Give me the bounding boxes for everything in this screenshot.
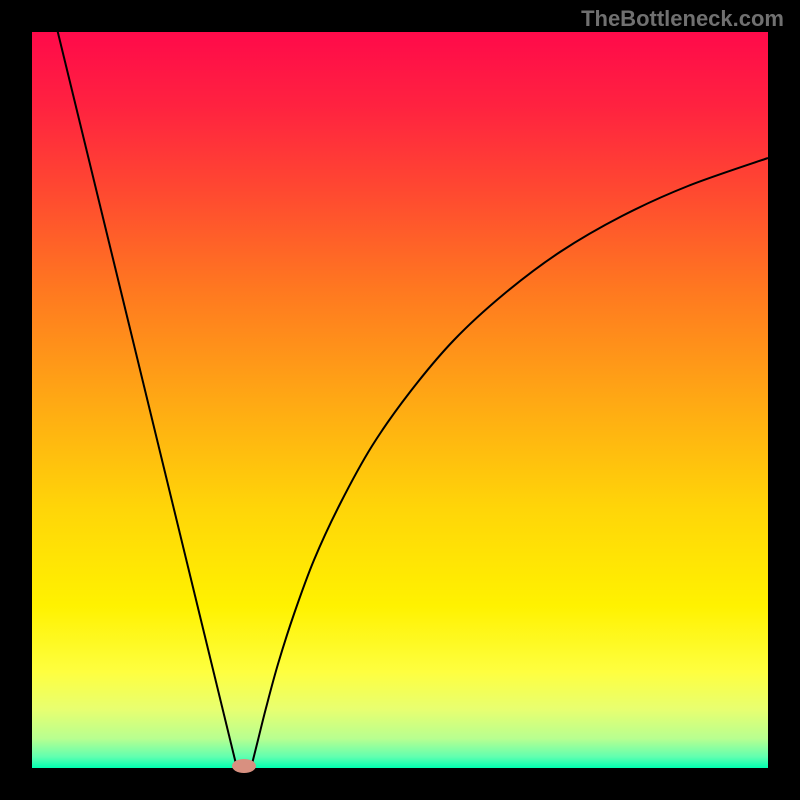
watermark-text: TheBottleneck.com [581, 6, 784, 32]
curve-left-branch [50, 0, 236, 764]
curve-layer [0, 0, 800, 800]
curve-right-branch [252, 158, 768, 764]
chart-container: TheBottleneck.com [0, 0, 800, 800]
minimum-marker [232, 759, 256, 773]
